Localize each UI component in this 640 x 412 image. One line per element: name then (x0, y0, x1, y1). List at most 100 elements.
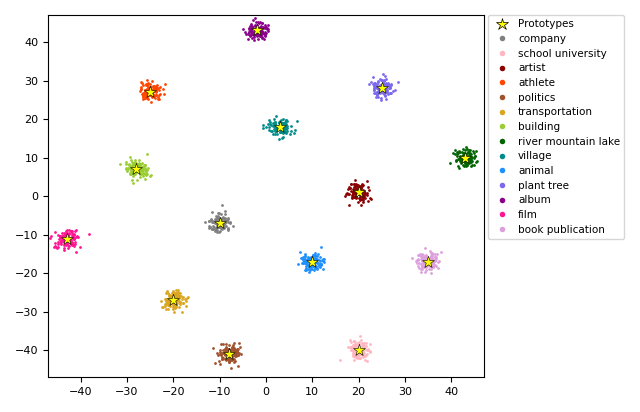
Point (223, 354, 233, 360)
Point (255, 30, 265, 36)
Point (260, 30, 270, 37)
Point (236, 350, 246, 357)
Point (417, 256, 427, 263)
Point (428, 263, 438, 270)
Point (427, 250, 437, 257)
Point (433, 265, 443, 271)
Point (277, 120, 287, 126)
Point (141, 89, 151, 96)
Point (251, 27, 261, 34)
Point (277, 123, 287, 130)
Point (311, 258, 321, 265)
Point (303, 255, 313, 261)
Point (271, 123, 281, 130)
Point (168, 300, 179, 307)
Point (460, 155, 470, 162)
Point (145, 89, 156, 95)
Point (349, 187, 359, 193)
Point (303, 256, 314, 263)
Point (147, 88, 157, 94)
Point (424, 258, 434, 264)
Point (463, 159, 474, 166)
Point (350, 341, 360, 347)
Point (278, 121, 289, 127)
Point (246, 28, 257, 35)
Point (356, 196, 367, 203)
Point (142, 92, 152, 98)
Point (65, 236, 75, 242)
Point (461, 162, 472, 168)
Point (369, 83, 380, 89)
Point (231, 349, 241, 356)
Point (306, 262, 316, 268)
Point (255, 25, 265, 32)
Point (226, 348, 236, 354)
Point (213, 217, 223, 224)
Point (145, 87, 156, 94)
Point (374, 83, 385, 90)
Point (273, 126, 283, 133)
Point (145, 91, 156, 98)
Point (369, 82, 380, 89)
Point (358, 345, 369, 352)
Point (221, 223, 231, 229)
Point (257, 28, 267, 35)
Point (275, 119, 285, 125)
Point (277, 127, 287, 134)
Point (303, 253, 314, 260)
Point (252, 28, 262, 35)
Point (211, 218, 221, 225)
Point (311, 262, 321, 269)
Point (131, 165, 141, 171)
Point (376, 87, 387, 94)
Point (303, 265, 314, 272)
Point (164, 300, 174, 306)
Point (416, 253, 426, 260)
Point (357, 192, 367, 199)
Point (127, 169, 138, 176)
Point (216, 224, 227, 231)
Point (274, 120, 284, 126)
Point (166, 297, 176, 304)
Point (426, 255, 436, 261)
Point (262, 27, 273, 34)
Point (205, 223, 215, 230)
Point (141, 82, 152, 88)
Point (278, 116, 288, 122)
Point (58, 232, 68, 239)
Point (219, 221, 229, 227)
Point (419, 260, 429, 267)
Point (55, 239, 65, 245)
Point (356, 351, 366, 357)
Point (218, 218, 228, 225)
Point (382, 88, 392, 95)
Point (215, 217, 225, 224)
Point (209, 216, 220, 222)
Point (225, 352, 235, 358)
Point (376, 87, 387, 93)
Point (252, 21, 262, 28)
Point (458, 146, 468, 153)
Point (362, 189, 372, 196)
Point (161, 300, 171, 307)
Point (145, 83, 155, 90)
Point (369, 87, 380, 94)
Point (469, 150, 479, 157)
Point (223, 349, 234, 356)
Point (222, 347, 232, 353)
Point (377, 86, 387, 92)
Point (136, 160, 147, 167)
Point (420, 259, 430, 266)
Point (456, 158, 467, 164)
Point (377, 81, 387, 87)
Point (455, 153, 465, 159)
Point (217, 354, 227, 360)
Point (212, 350, 223, 356)
Point (123, 164, 133, 171)
Point (430, 262, 440, 268)
Point (65, 236, 76, 243)
Point (138, 169, 148, 176)
Point (244, 25, 254, 32)
Point (256, 28, 266, 35)
Point (358, 344, 368, 350)
